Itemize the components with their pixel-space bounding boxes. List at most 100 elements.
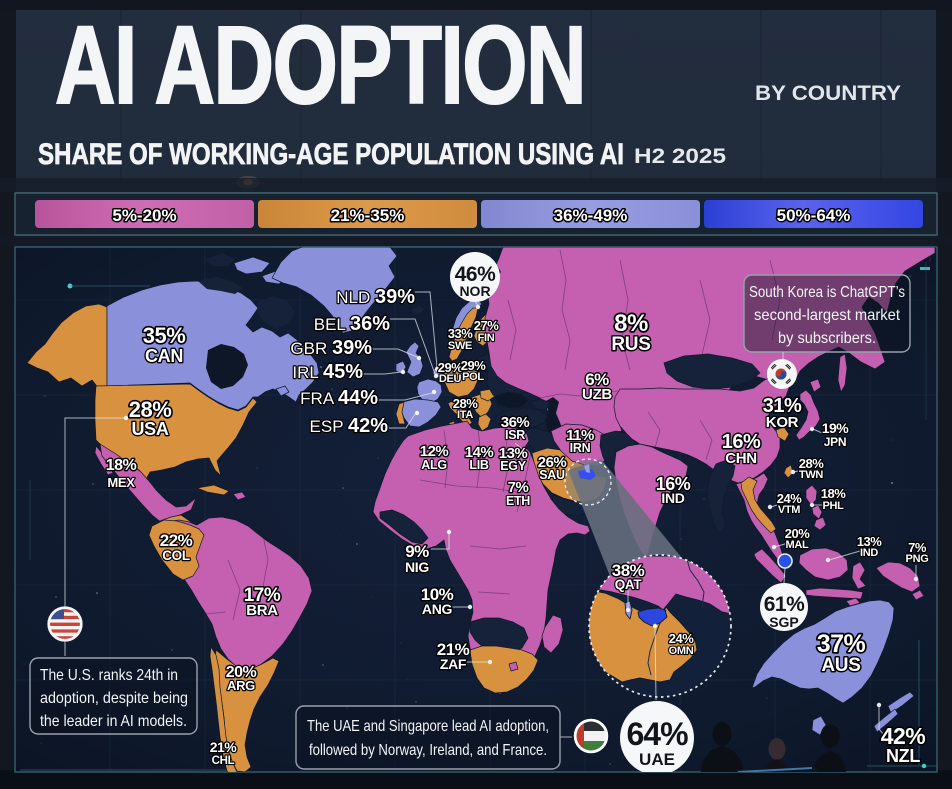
svg-text:50%-64%: 50%-64% <box>777 206 851 225</box>
svg-text:NIG: NIG <box>405 559 429 575</box>
svg-text:CAN: CAN <box>145 346 183 366</box>
svg-text:DEU: DEU <box>439 373 462 385</box>
svg-text:24%: 24% <box>669 631 694 646</box>
svg-text:27%: 27% <box>474 318 499 333</box>
svg-text:ANG: ANG <box>422 601 453 617</box>
svg-text:8%: 8% <box>614 310 648 337</box>
svg-text:ITA: ITA <box>457 409 473 421</box>
svg-text:UZB: UZB <box>582 386 612 403</box>
svg-text:12%: 12% <box>420 443 449 460</box>
svg-text:33%: 33% <box>448 326 473 341</box>
svg-text:second-largest market: second-largest market <box>754 307 901 324</box>
svg-text:AUS: AUS <box>821 655 860 676</box>
svg-text:IND: IND <box>661 490 684 506</box>
svg-text:BRA: BRA <box>246 602 278 619</box>
svg-text:adoption, despite being: adoption, despite being <box>40 690 188 707</box>
svg-text:ETH: ETH <box>506 494 530 508</box>
svg-text:42%: 42% <box>881 723 926 749</box>
svg-text:ARG: ARG <box>227 678 255 693</box>
svg-text:16%: 16% <box>722 431 761 453</box>
svg-text:13%: 13% <box>857 534 882 549</box>
svg-text:28%: 28% <box>453 396 478 411</box>
svg-text:28%: 28% <box>799 456 824 471</box>
svg-text:GBR 39%: GBR 39% <box>290 337 372 359</box>
svg-text:61%: 61% <box>764 593 805 616</box>
svg-text:28%: 28% <box>129 397 172 422</box>
svg-text:SWE: SWE <box>448 340 472 352</box>
svg-text:10%: 10% <box>421 585 454 604</box>
svg-text:35%: 35% <box>143 323 186 348</box>
svg-text:followed by Norway, Ireland, a: followed by Norway, Ireland, and France. <box>309 742 547 759</box>
svg-text:46%: 46% <box>455 263 496 286</box>
svg-text:ISR: ISR <box>505 428 525 442</box>
svg-text:18%: 18% <box>106 457 137 474</box>
svg-text:EGY: EGY <box>500 459 526 473</box>
svg-text:CHL: CHL <box>212 755 235 767</box>
svg-text:IRL 45%: IRL 45% <box>292 361 363 383</box>
svg-text:PHL: PHL <box>822 500 844 512</box>
svg-text:POL: POL <box>462 371 484 383</box>
svg-text:11%: 11% <box>566 427 594 444</box>
svg-text:VTM: VTM <box>778 504 800 516</box>
svg-text:AI ADOPTION: AI ADOPTION <box>55 4 585 127</box>
svg-text:UAE: UAE <box>639 750 675 769</box>
svg-text:26%: 26% <box>538 454 567 471</box>
svg-text:SAU: SAU <box>539 468 565 482</box>
svg-text:36%: 36% <box>501 414 530 431</box>
svg-text:SGP: SGP <box>769 614 799 630</box>
svg-text:31%: 31% <box>763 395 802 417</box>
svg-text:LIB: LIB <box>469 458 489 472</box>
svg-text:The U.S. ranks 24th in: The U.S. ranks 24th in <box>40 667 178 684</box>
svg-text:6%: 6% <box>585 370 609 389</box>
svg-text:NOR: NOR <box>459 283 490 299</box>
svg-text:SHARE OF WORKING-AGE POPULATIO: SHARE OF WORKING-AGE POPULATION USING AI <box>38 138 624 171</box>
svg-text:by subscribers.: by subscribers. <box>778 330 876 347</box>
svg-text:21%: 21% <box>210 739 238 755</box>
svg-text:5%-20%: 5%-20% <box>112 206 176 225</box>
svg-text:ZAF: ZAF <box>440 656 467 672</box>
svg-text:KOR: KOR <box>766 414 799 431</box>
svg-text:NZL: NZL <box>886 746 920 766</box>
svg-text:24%: 24% <box>777 491 802 506</box>
svg-text:TWN: TWN <box>799 469 824 481</box>
svg-text:CHN: CHN <box>725 450 757 467</box>
svg-text:FRA 44%: FRA 44% <box>300 387 378 409</box>
svg-text:20%: 20% <box>226 664 257 681</box>
svg-text:16%: 16% <box>656 474 691 494</box>
svg-text:IRN: IRN <box>570 441 591 455</box>
svg-text:PNG: PNG <box>906 553 929 565</box>
svg-text:38%: 38% <box>612 561 645 580</box>
svg-text:7%: 7% <box>908 540 927 555</box>
svg-text:JPN: JPN <box>824 435 846 449</box>
svg-text:29%: 29% <box>438 360 463 375</box>
svg-text:21%-35%: 21%-35% <box>331 206 405 225</box>
svg-text:MEX: MEX <box>107 475 135 490</box>
svg-text:19%: 19% <box>822 420 850 436</box>
svg-text:21%: 21% <box>437 640 470 659</box>
svg-text:COL: COL <box>162 548 190 563</box>
svg-text:22%: 22% <box>160 531 193 550</box>
svg-text:ALG: ALG <box>421 458 447 472</box>
svg-text:14%: 14% <box>465 444 494 461</box>
svg-text:the leader in AI models.: the leader in AI models. <box>40 713 187 730</box>
svg-text:20%: 20% <box>785 526 810 541</box>
svg-text:FIN: FIN <box>478 332 495 344</box>
svg-text:36%-49%: 36%-49% <box>554 206 628 225</box>
svg-text:MAL: MAL <box>786 539 810 551</box>
svg-text:QAT: QAT <box>615 577 643 592</box>
svg-text:ESP 42%: ESP 42% <box>310 415 389 437</box>
svg-text:7%: 7% <box>508 479 529 496</box>
svg-text:BEL 36%: BEL 36% <box>314 313 390 335</box>
svg-text:NLD 39%: NLD 39% <box>336 286 415 308</box>
svg-text:RUS: RUS <box>611 334 650 355</box>
svg-text:64%: 64% <box>626 716 688 752</box>
svg-text:18%: 18% <box>821 486 846 501</box>
svg-text:17%: 17% <box>244 585 281 606</box>
svg-text:OMN: OMN <box>669 645 694 657</box>
svg-text:IND: IND <box>860 547 878 559</box>
svg-text:37%: 37% <box>817 630 866 658</box>
svg-text:29%: 29% <box>461 358 486 373</box>
svg-text:13%: 13% <box>499 445 528 462</box>
svg-text:H2 2025: H2 2025 <box>634 145 726 168</box>
svg-text:The UAE and Singapore lead AI: The UAE and Singapore lead AI adoption, <box>307 718 549 735</box>
